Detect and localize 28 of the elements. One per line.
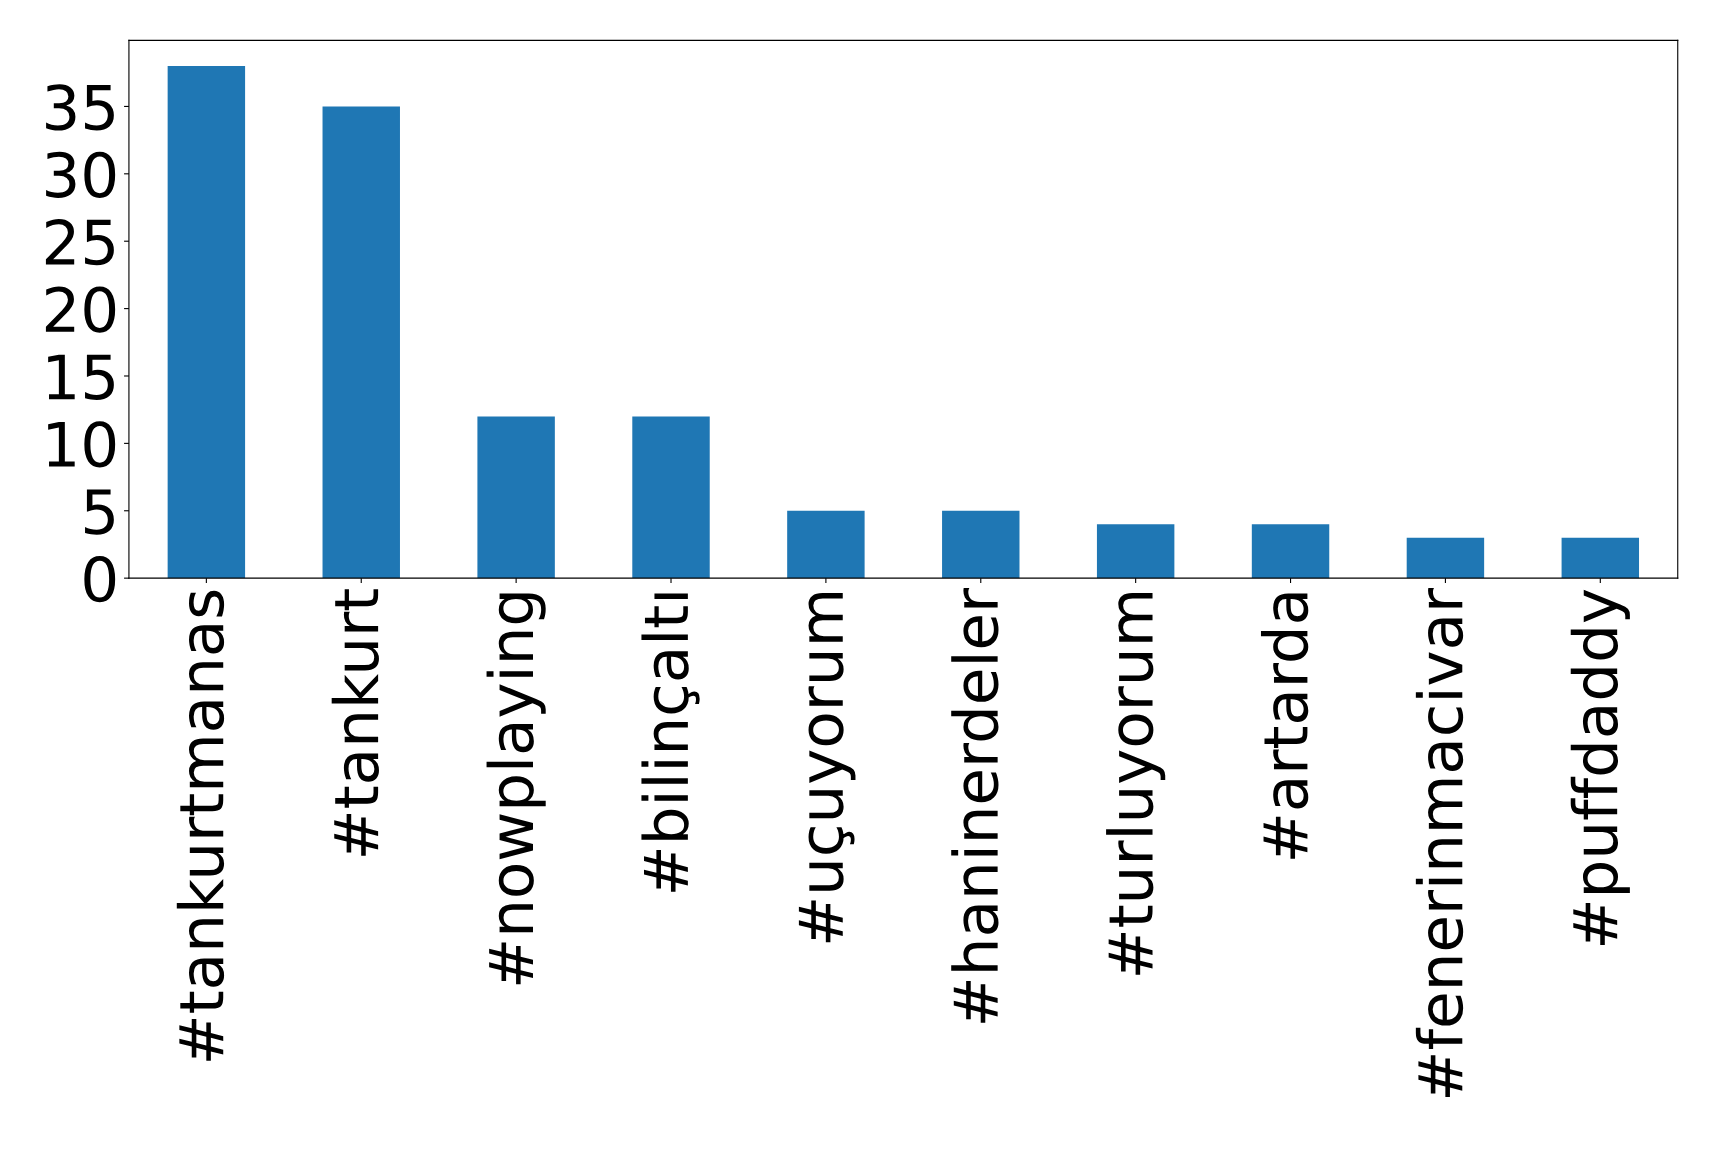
- x-tick-label: #fenerinmacivar: [1415, 587, 1464, 1097]
- x-tick-label: #turluyorum: [1106, 593, 1166, 975]
- y-tick-label: 0: [84, 556, 116, 603]
- bar: [1096, 524, 1175, 579]
- y-tick-label: 5: [85, 489, 114, 535]
- y-tick-label: 25: [45, 219, 114, 266]
- bar: [1251, 524, 1330, 579]
- bar: [322, 106, 400, 579]
- bar: [632, 416, 710, 579]
- x-tick-label: #artarda: [1260, 593, 1309, 859]
- x-tick-label: #tankurt: [331, 589, 379, 856]
- x-tick-label: #uçuyorum: [798, 593, 856, 943]
- bar: [1406, 537, 1485, 579]
- y-tick-label: 30: [46, 151, 116, 198]
- y-tick-label: 20: [45, 286, 116, 333]
- bar: [942, 510, 1020, 579]
- x-tick-label: #haninerdeler: [951, 587, 999, 1023]
- x-tick-label: #tankurtmanas: [176, 590, 225, 1061]
- y-tick-label: 35: [46, 84, 114, 131]
- y-tick-label: 10: [48, 421, 116, 468]
- x-tick-label: #nowplaying: [486, 593, 546, 985]
- bar: [787, 510, 865, 579]
- bar: [1561, 537, 1640, 579]
- bar: [477, 416, 555, 579]
- x-tick-label: #puffdaddy: [1570, 589, 1630, 945]
- x-tick-label: #bilinçaltı: [641, 593, 700, 892]
- y-tick-label: 15: [48, 354, 114, 401]
- bar: [167, 66, 246, 579]
